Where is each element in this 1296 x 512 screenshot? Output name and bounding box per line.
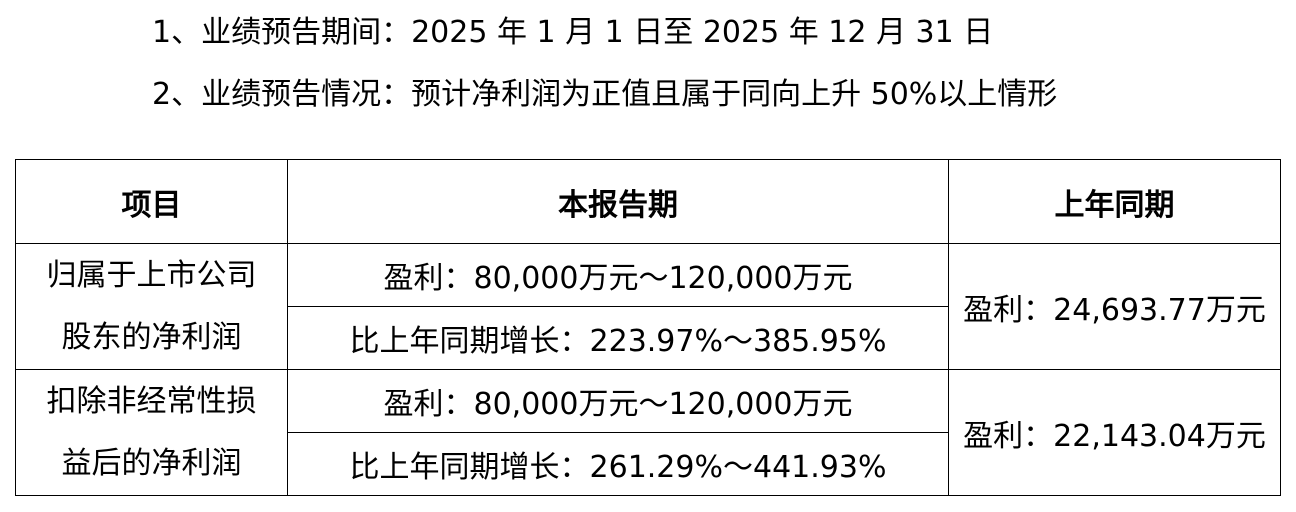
header-item: 项目 — [15, 159, 288, 244]
performance-forecast-table: 项目 本报告期 上年同期 归属于上市公司 股东的净利润 盈利：80,000万元～… — [15, 159, 1281, 496]
row-label-net-profit-deducted: 扣除非经常性损 益后的净利润 — [15, 369, 288, 496]
header-current-period: 本报告期 — [287, 159, 949, 244]
table-header-row: 项目 本报告期 上年同期 — [15, 159, 1281, 244]
row-label-line: 股东的净利润 — [61, 319, 242, 355]
forecast-period-line: 1、业绩预告期间：2025 年 1 月 1 日至 2025 年 12 月 31 … — [152, 15, 994, 50]
current-profit-cell: 盈利：80,000万元～120,000万元 — [287, 369, 949, 433]
header-prior-period: 上年同期 — [948, 159, 1281, 244]
current-growth-cell: 比上年同期增长：223.97%～385.95% — [287, 306, 949, 370]
row-label-line: 归属于上市公司 — [46, 257, 257, 293]
table-row: 比上年同期增长：223.97%～385.95% — [16, 306, 1281, 370]
prior-profit-cell: 盈利：22,143.04万元 — [948, 369, 1281, 496]
row-label-line: 益后的净利润 — [61, 445, 242, 481]
table-row: 比上年同期增长：261.29%～441.93% — [16, 432, 1281, 496]
table-row: 扣除非经常性损 益后的净利润 盈利：80,000万元～120,000万元 盈利：… — [15, 369, 1281, 496]
current-profit-cell: 盈利：80,000万元～120,000万元 — [287, 243, 949, 307]
table-row: 归属于上市公司 股东的净利润 盈利：80,000万元～120,000万元 盈利：… — [15, 243, 1281, 370]
prior-profit-cell: 盈利：24,693.77万元 — [948, 243, 1281, 370]
row-label-line: 扣除非经常性损 — [46, 383, 257, 419]
current-growth-cell: 比上年同期增长：261.29%～441.93% — [287, 432, 949, 496]
row-label-net-profit-attributable: 归属于上市公司 股东的净利润 — [15, 243, 288, 370]
forecast-situation-line: 2、业绩预告情况：预计净利润为正值且属于同向上升 50%以上情形 — [152, 77, 1058, 112]
